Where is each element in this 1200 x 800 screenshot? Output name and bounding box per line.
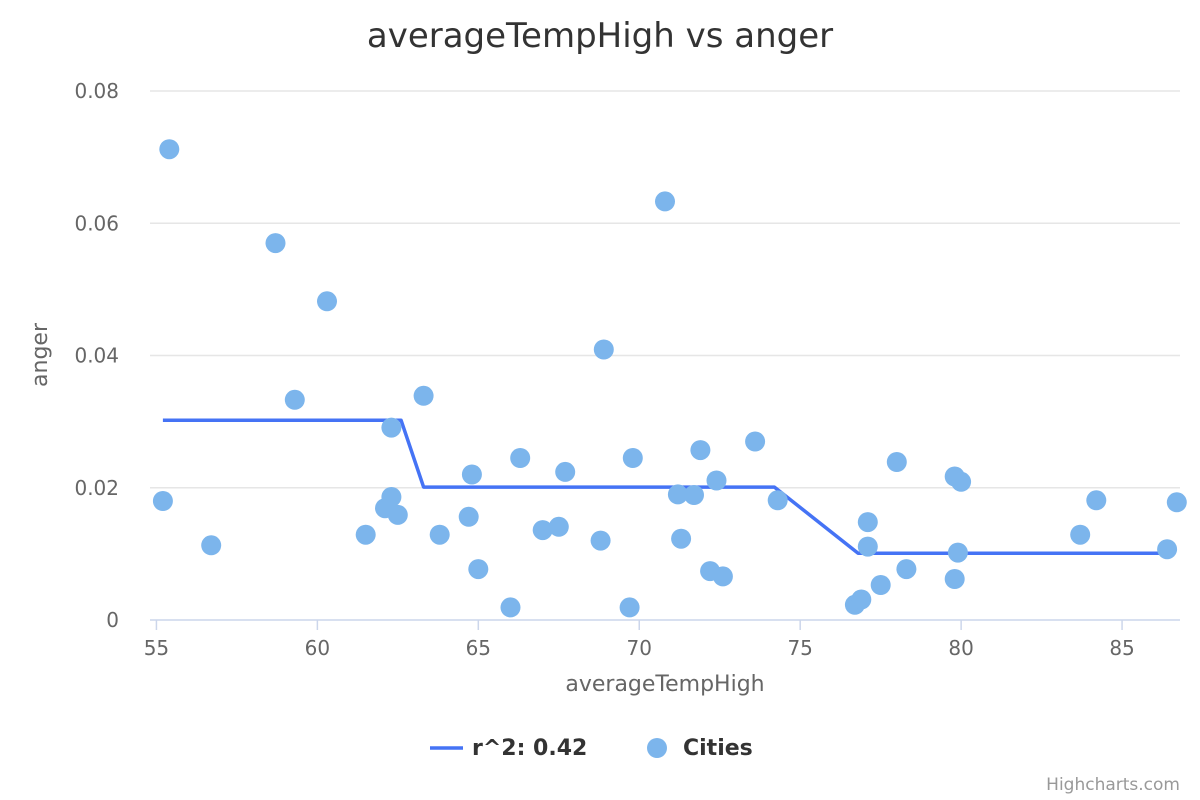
city-point[interactable]	[317, 291, 337, 312]
x-tick-label: 55	[144, 636, 169, 660]
legend-label-regression: r^2: 0.42	[472, 736, 587, 761]
y-tick-label: 0.06	[74, 211, 119, 235]
city-point[interactable]	[944, 569, 965, 589]
city-point[interactable]	[667, 484, 688, 505]
city-point[interactable]	[284, 389, 305, 410]
city-point[interactable]	[684, 485, 704, 505]
city-point[interactable]	[706, 470, 727, 491]
chart-title: averageTempHigh vs anger	[367, 16, 833, 56]
y-axis-title: anger	[28, 322, 53, 387]
legend-marker-symbol	[647, 738, 667, 758]
city-point[interactable]	[355, 524, 376, 545]
y-tick-label: 0	[106, 608, 119, 632]
city-point[interactable]	[851, 589, 872, 610]
city-point[interactable]	[500, 597, 521, 618]
cities-series	[152, 139, 1187, 618]
city-point[interactable]	[510, 448, 531, 468]
city-point[interactable]	[745, 431, 766, 452]
city-point[interactable]	[593, 339, 614, 360]
city-point[interactable]	[712, 566, 733, 587]
x-tick-label: 70	[627, 636, 652, 660]
legend[interactable]: r^2: 0.42 Cities	[430, 736, 753, 761]
x-tick-label: 85	[1109, 636, 1134, 660]
city-point[interactable]	[458, 506, 479, 527]
x-tick-label: 60	[305, 636, 330, 660]
city-point[interactable]	[555, 461, 576, 482]
x-tick-label: 75	[787, 636, 812, 660]
city-point[interactable]	[671, 528, 692, 549]
city-point[interactable]	[690, 440, 711, 461]
city-point[interactable]	[468, 559, 489, 580]
city-point[interactable]	[413, 385, 434, 406]
gridlines	[150, 90, 1180, 489]
city-point[interactable]	[1086, 490, 1107, 511]
city-point[interactable]	[619, 597, 640, 618]
credits-link[interactable]: Highcharts.com	[1046, 775, 1180, 795]
axes: 0 0.02 0.04 0.06 0.08 55 60 65 70 75 80 85	[74, 79, 1180, 660]
city-point[interactable]	[857, 512, 878, 533]
city-point[interactable]	[947, 542, 968, 563]
city-point[interactable]	[655, 191, 675, 212]
city-point[interactable]	[201, 535, 222, 556]
y-tick-label: 0.02	[74, 476, 119, 500]
x-axis-title: averageTempHigh	[565, 672, 764, 697]
city-point[interactable]	[1166, 492, 1187, 513]
city-point[interactable]	[381, 487, 402, 507]
legend-label-cities: Cities	[683, 736, 753, 761]
city-point[interactable]	[1070, 524, 1091, 545]
city-point[interactable]	[532, 520, 553, 541]
city-point[interactable]	[381, 417, 402, 438]
city-point[interactable]	[429, 524, 450, 545]
city-point[interactable]	[1157, 539, 1178, 560]
legend-item-regression[interactable]: r^2: 0.42	[430, 736, 587, 761]
y-tick-label: 0.08	[74, 79, 119, 103]
city-point[interactable]	[767, 490, 788, 511]
y-tick-label: 0.04	[74, 344, 119, 368]
legend-item-cities[interactable]: Cities	[647, 736, 753, 761]
city-point[interactable]	[951, 471, 972, 492]
city-point[interactable]	[387, 504, 408, 525]
city-point[interactable]	[159, 139, 180, 160]
city-point[interactable]	[265, 233, 286, 254]
city-point[interactable]	[870, 575, 891, 595]
regression-line-series	[162, 418, 1174, 555]
x-tick-label: 80	[948, 636, 973, 660]
city-point[interactable]	[622, 448, 643, 468]
regression-line[interactable]	[162, 418, 1174, 555]
city-point[interactable]	[152, 491, 173, 511]
city-point[interactable]	[548, 516, 569, 537]
city-point[interactable]	[857, 536, 878, 557]
city-point[interactable]	[590, 530, 611, 551]
x-tick-label: 65	[466, 636, 491, 660]
city-point[interactable]	[896, 559, 917, 580]
city-point[interactable]	[886, 452, 907, 472]
city-point[interactable]	[461, 464, 482, 485]
